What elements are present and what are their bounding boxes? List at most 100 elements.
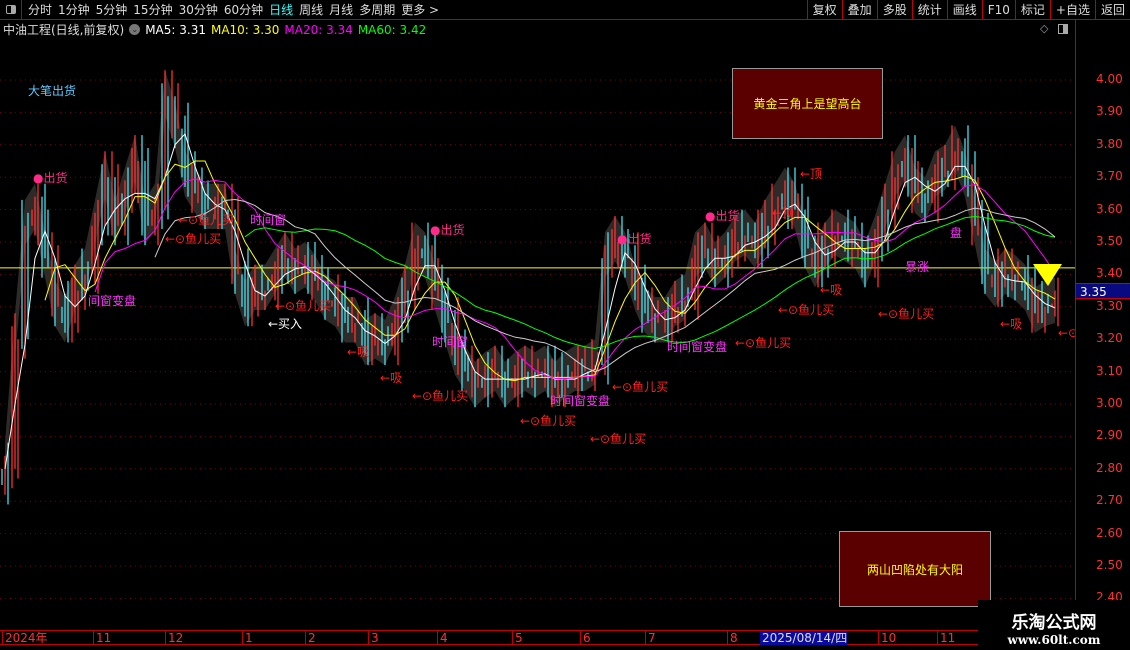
price-tick: 3.80 [1096, 136, 1123, 151]
signal-label: ←吸 [380, 371, 402, 385]
date-tick: 8 [727, 631, 738, 645]
cursor-date: 2025/08/14/四 [760, 631, 848, 645]
ma5-value: MA5: 3.31 [145, 22, 206, 37]
signal-label: ←⊙鱼儿买 [590, 432, 646, 446]
price-tick: 3.70 [1096, 169, 1123, 184]
toolbar-button[interactable]: +自选 [1049, 0, 1095, 20]
watermark: 乐淘公式网 www.60lt.com [978, 600, 1130, 650]
period-tab[interactable]: 月线 [329, 3, 354, 17]
date-tick: 3 [368, 631, 379, 645]
annotation-box-top: 黄金三角上是望高台 [732, 68, 883, 139]
date-tick: 1 [242, 631, 253, 645]
signal-label: ←⊙鱼儿买 [612, 380, 668, 394]
period-tabs: 分时 1分钟 5分钟 15分钟 30分钟 60分钟 日线 周线 月线 多周期 更多 > [22, 1, 439, 18]
date-tick: 11 [937, 631, 955, 645]
current-price-tag: 3.35 [1076, 283, 1130, 299]
period-tab[interactable]: 15分钟 [133, 3, 173, 17]
signal-label: ←吸 [347, 345, 369, 359]
candlestick-chart[interactable]: 大笔出货●出货间窗变盘←⊙鱼儿买←⊙鱼儿买时间窗←⊙鱼儿买←买入●出货←吸←吸←… [0, 39, 1075, 630]
diamond-icon[interactable]: ◇ [1040, 22, 1049, 35]
price-tick: 3.30 [1096, 298, 1123, 313]
date-tick: 2024年 [2, 631, 48, 645]
chart-title-bar: 中油工程(日线,前复权) ⌄ MA5: 3.31 MA10: 3.30 MA20… [0, 20, 1030, 39]
price-axis: 4.00 3.90 3.80 3.70 3.60 3.50 3.40 3.30 3.20 3.10… [1075, 20, 1130, 630]
date-tick: 12 [165, 631, 183, 645]
panel-icon[interactable] [1058, 24, 1069, 34]
price-tick: 2.80 [1096, 460, 1123, 475]
toolbar-button[interactable]: 叠加 [841, 0, 877, 20]
signal-label: 时间窗变盘 [550, 393, 610, 408]
signal-label: ←⊙鱼儿买 [178, 213, 234, 227]
date-tick: 2 [305, 631, 316, 645]
signal-label: ←⊙鱼儿买 [878, 307, 934, 321]
watermark-url: www.60lt.com [1007, 633, 1101, 647]
stock-title: 中油工程(日线,前复权) [3, 23, 125, 37]
signal-label: ←⊙鱼儿买 [275, 299, 331, 313]
price-tick: 2.70 [1096, 493, 1123, 508]
watermark-name: 乐淘公式网 [1011, 613, 1097, 633]
toolbar-button[interactable]: 多股 [876, 0, 912, 20]
ma20-value: MA20: 3.34 [284, 22, 353, 37]
ma-long-line [154, 198, 1056, 373]
signal-label: ←⊙ [1058, 326, 1075, 340]
signal-label: ←顶 [772, 206, 794, 220]
signal-label: ←吸 [1000, 317, 1022, 331]
price-tick: 3.20 [1096, 331, 1123, 346]
signal-label: ●出货 [705, 208, 739, 223]
settings-dropdown-icon[interactable]: ⌄ [129, 24, 141, 35]
price-tick: 3.00 [1096, 396, 1123, 410]
signal-label: ●出货 [33, 170, 67, 185]
signal-label: ←⊙鱼儿买 [520, 414, 576, 428]
signal-label: ←吸 [820, 283, 842, 297]
period-tab[interactable]: 日线 [269, 3, 294, 17]
date-tick: 10 [878, 631, 896, 645]
signal-label: ←⊙鱼儿买 [165, 232, 221, 246]
signal-label: 盘 [950, 225, 962, 240]
period-tab[interactable]: 更多 > [401, 3, 440, 17]
date-axis: 2024年 11 12 1 2 3 4 5 6 7 8 2025/08/14/四 10 11 [0, 630, 978, 645]
signal-label: 时间窗 [432, 335, 468, 349]
signal-label: 间窗变盘 [88, 293, 136, 308]
toolbar-buttons: 复权 叠加 多股 统计 画线 F10 标记 +自选 返回 [806, 0, 1130, 20]
ma20-line [94, 178, 1056, 380]
ma60-line [244, 215, 1056, 350]
toolbar-button[interactable]: 画线 [946, 0, 982, 20]
ma60-value: MA60: 3.42 [357, 22, 427, 37]
toolbar-button[interactable]: 复权 [806, 0, 842, 20]
period-tab[interactable]: 60分钟 [223, 3, 264, 17]
period-tab[interactable]: 5分钟 [95, 3, 128, 17]
signal-label: ←⊙鱼儿买 [778, 303, 834, 317]
toolbar-button[interactable]: 统计 [911, 0, 947, 20]
price-tick: 4.00 [1096, 72, 1123, 86]
price-tick: 3.60 [1096, 201, 1123, 216]
triangle-signal-icon [1033, 264, 1062, 286]
signal-label: 时间窗变盘 [667, 339, 727, 354]
toolbar-button[interactable]: 返回 [1094, 0, 1130, 20]
period-tab[interactable]: 分时 [28, 3, 53, 17]
signal-label: 暴涨 [905, 259, 929, 274]
period-tab[interactable]: 30分钟 [178, 3, 218, 17]
signal-label: 大笔出货 [28, 83, 76, 98]
panel-icon [5, 5, 16, 14]
period-tab[interactable]: 1分钟 [58, 3, 90, 17]
period-tab[interactable]: 多周期 [359, 3, 396, 17]
ma10-value: MA10: 3.30 [210, 22, 280, 37]
signal-label: 时间窗 [250, 213, 286, 227]
toolbar-button[interactable]: 标记 [1014, 0, 1050, 20]
date-tick: 5 [512, 631, 523, 645]
date-tick: 4 [437, 631, 448, 645]
signal-label: ●出货 [430, 222, 464, 237]
date-tick: 11 [93, 631, 111, 645]
chart-corner-icons: ◇ [1040, 22, 1069, 35]
signal-label: ←⊙鱼儿买 [735, 336, 791, 350]
period-tab[interactable]: 周线 [299, 3, 324, 17]
price-tick: 2.50 [1096, 558, 1123, 572]
price-tick: 3.40 [1096, 266, 1123, 281]
panel-toggle-button[interactable] [0, 0, 22, 20]
price-tick: 3.90 [1096, 104, 1123, 119]
price-tick: 3.10 [1096, 363, 1123, 378]
signal-label: ←顶 [800, 167, 822, 181]
toolbar-button[interactable]: F10 [981, 0, 1015, 20]
signal-label: ←买入 [268, 317, 302, 331]
annotation-box-bottom: 两山凹陷处有大阳 [839, 531, 991, 607]
